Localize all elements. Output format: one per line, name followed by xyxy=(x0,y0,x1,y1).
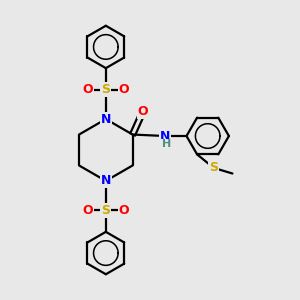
Text: N: N xyxy=(160,130,170,142)
Text: S: S xyxy=(209,161,218,174)
Text: N: N xyxy=(100,112,111,126)
Text: S: S xyxy=(101,83,110,96)
Text: O: O xyxy=(82,204,93,217)
Text: O: O xyxy=(119,83,129,96)
Text: O: O xyxy=(119,204,129,217)
Text: N: N xyxy=(100,174,111,188)
Text: O: O xyxy=(138,105,148,118)
Text: S: S xyxy=(101,204,110,217)
Text: O: O xyxy=(82,83,93,96)
Text: H: H xyxy=(162,139,171,149)
